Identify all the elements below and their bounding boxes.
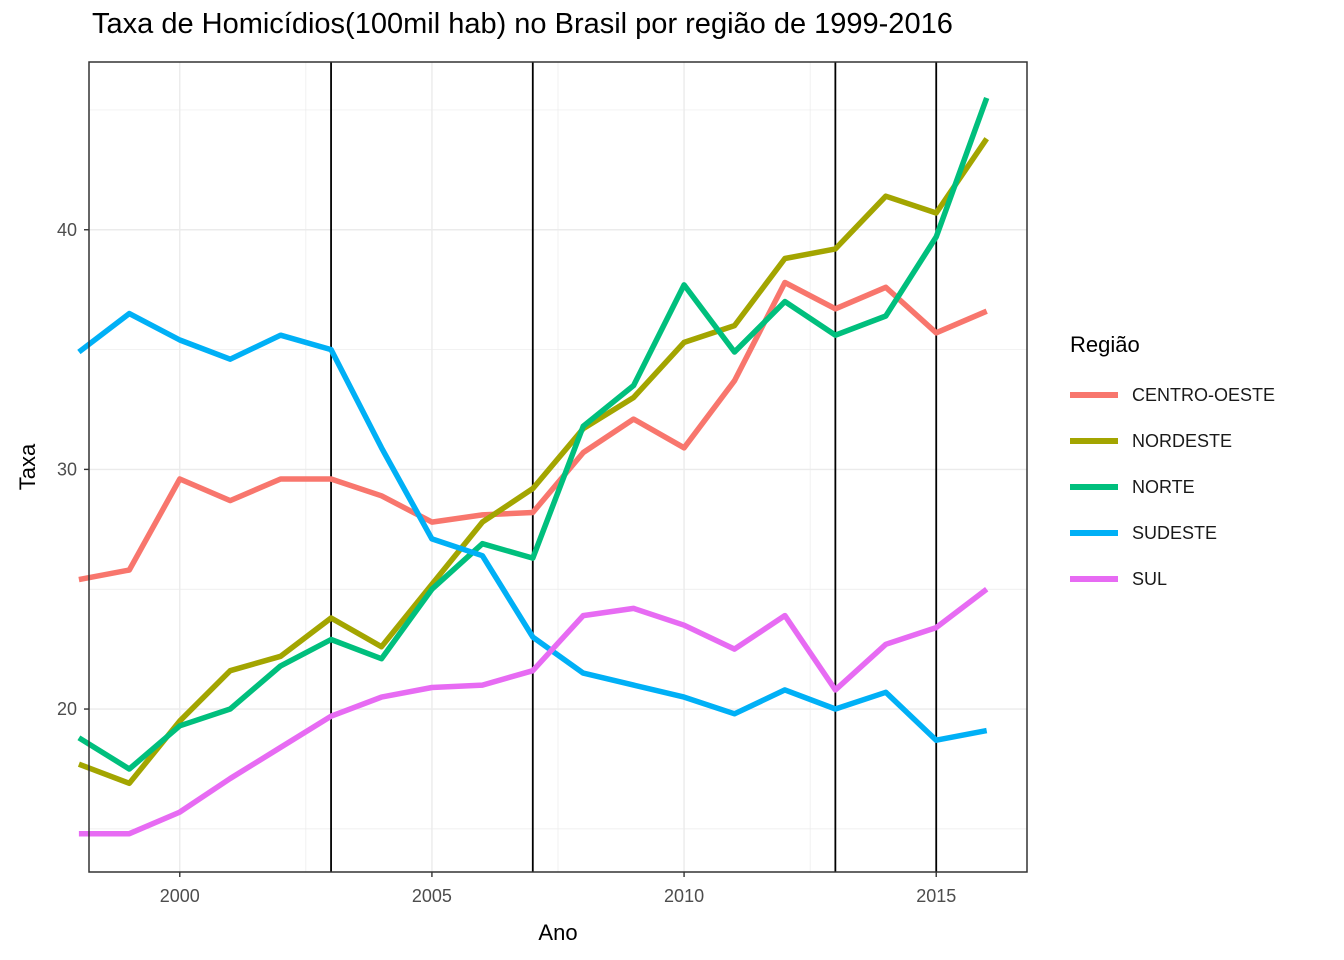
legend-item-sudeste: SUDESTE	[1070, 510, 1275, 556]
series-line-centro-oeste	[78, 279, 988, 583]
legend-item-nordeste: NORDESTE	[1070, 418, 1275, 464]
legend-label: NORDESTE	[1132, 430, 1233, 451]
y-tick-label: 40	[57, 220, 77, 240]
legend-item-centro-oeste: CENTRO-OESTE	[1070, 372, 1275, 418]
grid-lines	[89, 62, 1027, 872]
legend: Região CENTRO-OESTE NORDESTE NORTE SUDESTE S…	[1070, 332, 1275, 602]
legend-key	[1070, 530, 1118, 536]
legend-item-sul: SUL	[1070, 556, 1275, 602]
x-tick-label: 2005	[412, 886, 452, 906]
series-line-sul	[78, 587, 989, 837]
x-tick-label: 2000	[160, 886, 200, 906]
series-line-nordeste	[77, 137, 989, 787]
legend-label: SUDESTE	[1132, 522, 1218, 543]
y-tick-label: 20	[57, 699, 77, 719]
y-tick-label: 30	[57, 459, 77, 479]
series-line-sudeste	[77, 310, 988, 743]
y-axis-title: Taxa	[15, 443, 40, 490]
axis-ticks: 2000 2005 2010 2015 20 30 40	[57, 220, 956, 906]
legend-label: CENTRO-OESTE	[1132, 384, 1276, 405]
legend-title: Região	[1070, 332, 1140, 357]
legend-label: SUL	[1132, 568, 1168, 589]
legend-key	[1070, 438, 1118, 444]
legend-key	[1070, 484, 1118, 490]
x-axis-title: Ano	[538, 920, 577, 945]
reference-vlines	[330, 62, 938, 872]
legend-key	[1070, 576, 1118, 582]
panel-border	[88, 61, 1028, 873]
legend-label: NORTE	[1132, 476, 1195, 497]
x-tick-label: 2015	[916, 886, 956, 906]
series-lines	[77, 96, 990, 837]
x-tick-label: 2010	[664, 886, 704, 906]
legend-items: CENTRO-OESTE NORDESTE NORTE SUDESTE SUL	[1070, 372, 1275, 602]
chart-title: Taxa de Homicídios(100mil hab) no Brasil…	[92, 8, 953, 40]
legend-item-norte: NORTE	[1070, 464, 1275, 510]
legend-key	[1070, 392, 1118, 398]
series-line-norte	[77, 96, 990, 772]
